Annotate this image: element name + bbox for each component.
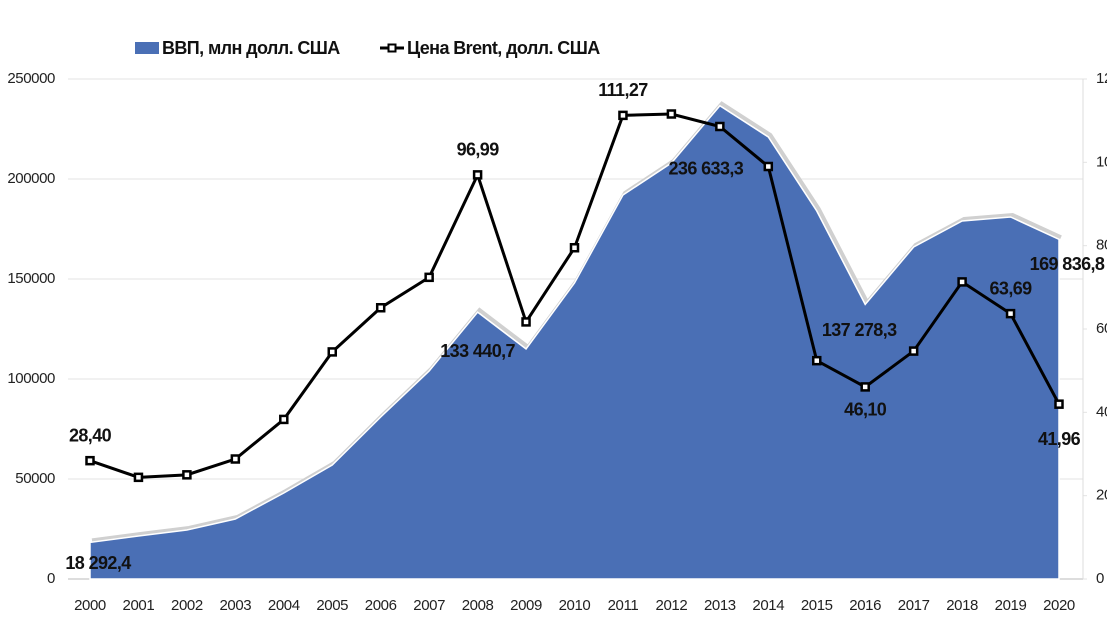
data-label: 111,27 xyxy=(598,80,648,100)
x-tick-label: 2006 xyxy=(365,597,397,614)
brent-marker xyxy=(618,110,628,121)
y-tick-label: 250000 xyxy=(7,70,55,87)
legend-label: Цена Brent, долл. США xyxy=(407,38,600,58)
brent-marker xyxy=(763,161,774,172)
brent-marker xyxy=(812,355,822,366)
y2-tick-label: 0 xyxy=(1096,570,1104,587)
legend-marker xyxy=(387,43,397,53)
y2-tick-label: 120 xyxy=(1096,70,1107,87)
x-tick-label: 2015 xyxy=(801,597,833,614)
brent-marker xyxy=(279,414,289,425)
y-tick-label: 50000 xyxy=(15,470,55,487)
brent-marker xyxy=(327,347,337,357)
data-label: 63,69 xyxy=(990,278,1033,298)
x-tick-label: 2013 xyxy=(704,597,736,614)
brent-marker xyxy=(472,170,483,180)
data-label: 18 292,4 xyxy=(65,553,131,573)
data-label: 96,99 xyxy=(457,140,500,160)
brent-marker xyxy=(182,470,192,480)
x-tick-label: 2011 xyxy=(608,597,639,614)
x-tick-label: 2002 xyxy=(171,597,203,614)
x-tick-label: 2010 xyxy=(559,597,591,614)
x-tick-label: 2008 xyxy=(462,597,494,614)
x-tick-label: 2014 xyxy=(752,597,784,614)
brent-marker xyxy=(715,121,725,132)
brent-marker xyxy=(230,454,241,464)
gdp-area xyxy=(89,104,1060,580)
brent-marker xyxy=(85,455,95,466)
x-tick-label: 2001 xyxy=(123,597,155,614)
brent-marker xyxy=(569,243,580,253)
data-label: 169 836,8 xyxy=(1030,254,1105,274)
y2-tick-label: 20 xyxy=(1096,487,1107,504)
brent-marker xyxy=(957,277,967,287)
x-tick-label: 2009 xyxy=(510,597,542,614)
brent-marker xyxy=(666,109,677,119)
x-tick-label: 2019 xyxy=(995,597,1027,614)
brent-marker xyxy=(860,382,870,392)
data-label: 137 278,3 xyxy=(822,320,897,340)
y-tick-label: 150000 xyxy=(7,270,55,287)
x-tick-label: 2017 xyxy=(898,597,930,614)
brent-marker xyxy=(133,472,144,483)
x-tick-label: 2018 xyxy=(946,597,978,614)
y2-tick-label: 40 xyxy=(1096,403,1107,420)
brent-marker xyxy=(375,303,386,313)
y-tick-label: 200000 xyxy=(7,170,55,187)
x-tick-label: 2005 xyxy=(316,597,348,614)
x-tick-label: 2004 xyxy=(268,597,300,614)
x-tick-label: 2007 xyxy=(413,597,445,614)
y2-tick-label: 100 xyxy=(1096,153,1107,170)
brent-marker xyxy=(1005,308,1016,319)
x-tick-label: 2020 xyxy=(1043,597,1075,614)
y-tick-label: 0 xyxy=(47,570,55,587)
brent-marker xyxy=(424,272,434,283)
y2-tick-label: 60 xyxy=(1096,320,1107,337)
data-label: 46,10 xyxy=(844,400,887,420)
data-label: 28,40 xyxy=(69,425,112,445)
data-label: 133 440,7 xyxy=(440,341,515,361)
brent-marker xyxy=(1054,399,1064,409)
x-tick-label: 2012 xyxy=(656,597,688,614)
data-label: 41,96 xyxy=(1038,429,1081,449)
y2-tick-label: 80 xyxy=(1096,237,1107,254)
x-tick-label: 2016 xyxy=(849,597,881,614)
legend-label: ВВП, млн долл. США xyxy=(162,38,340,58)
brent-marker xyxy=(521,317,531,327)
data-label: 236 633,3 xyxy=(669,158,744,178)
brent-marker xyxy=(908,346,919,356)
x-tick-label: 2003 xyxy=(219,597,251,614)
legend-swatch xyxy=(135,42,159,54)
y-tick-label: 100000 xyxy=(7,370,55,387)
x-tick-label: 2000 xyxy=(74,597,106,614)
